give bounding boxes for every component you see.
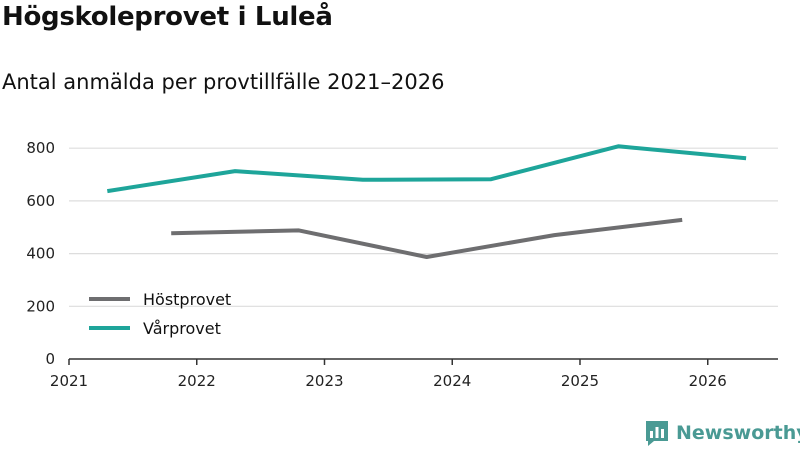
x-tick-label: 2022	[178, 372, 216, 390]
y-tick-label: 0	[45, 350, 55, 368]
series-lines	[106, 144, 747, 259]
newsworthy-icon	[646, 421, 668, 446]
legend-label-varprovet: Vårprovet	[143, 319, 221, 338]
series-line-varprovet	[106, 144, 747, 194]
y-tick-label: 600	[26, 192, 55, 210]
legend: Höstprovet Vårprovet	[89, 290, 231, 338]
x-tick-label: 2021	[50, 372, 88, 390]
chart-title: Högskoleprovet i Luleå	[2, 2, 333, 32]
x-axis-ticks: 2021 2022 2023 2024 2025 2026	[50, 359, 727, 390]
x-tick-label: 2026	[689, 372, 727, 390]
y-tick-label: 400	[26, 245, 55, 263]
gridlines	[69, 147, 778, 307]
x-tick-label: 2023	[305, 372, 343, 390]
x-tick-label: 2025	[561, 372, 599, 390]
brand-name: Newsworthy	[676, 422, 800, 444]
x-tick-label: 2024	[433, 372, 471, 390]
legend-label-hostprovet: Höstprovet	[143, 290, 231, 309]
y-tick-label: 200	[26, 297, 55, 315]
series-line-hostprovet	[171, 217, 683, 259]
y-axis-ticks: 0 200 400 600 800	[26, 139, 55, 368]
brand-logo: Newsworthy	[644, 419, 800, 447]
chart-subtitle: Antal anmälda per provtillfälle 2021–202…	[2, 70, 445, 94]
y-tick-label: 800	[26, 139, 55, 157]
